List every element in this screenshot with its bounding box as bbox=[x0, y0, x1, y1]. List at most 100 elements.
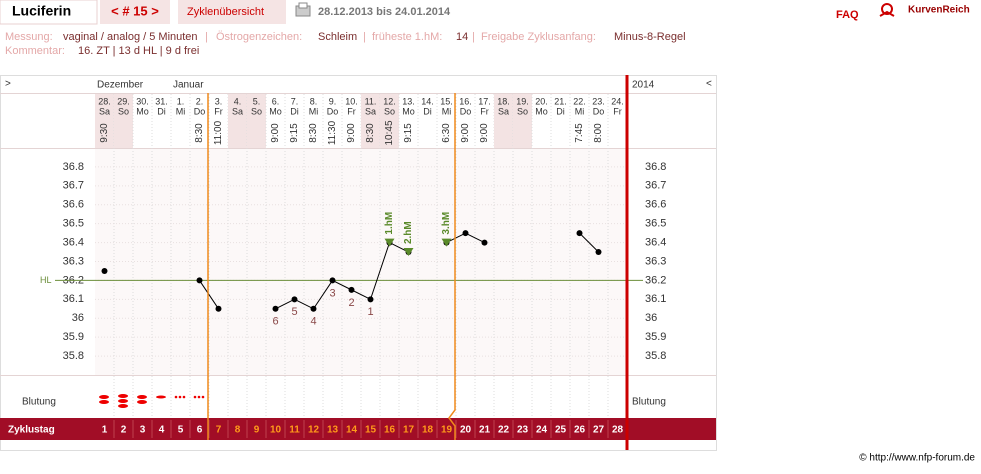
weekend-cell bbox=[513, 94, 532, 148]
weekend-cell bbox=[247, 94, 266, 148]
print-icon[interactable] bbox=[295, 2, 311, 17]
cycle-day: 9 bbox=[254, 425, 260, 436]
cycle-box[interactable] bbox=[100, 0, 170, 24]
cycle-day: 20 bbox=[460, 425, 472, 436]
info-value: Minus-8-Regel bbox=[614, 31, 686, 43]
cycle-day: 2 bbox=[121, 425, 127, 436]
nav-prev: > bbox=[5, 79, 11, 90]
time-label: 9:15 bbox=[289, 123, 300, 143]
cycle-day: 28 bbox=[612, 425, 624, 436]
peak-triangle bbox=[441, 238, 452, 247]
faq-link[interactable]: FAQ bbox=[836, 9, 859, 21]
cycle-day: 6 bbox=[197, 425, 203, 436]
weekday-label: Mo bbox=[402, 106, 415, 116]
cycle-nav[interactable]: < # 15 > bbox=[111, 3, 159, 18]
cycle-day: 19 bbox=[441, 425, 453, 436]
time-label: 9:00 bbox=[270, 123, 281, 143]
countback-label: 1 bbox=[367, 306, 373, 318]
date-label: 19. bbox=[516, 96, 529, 106]
temperature-point bbox=[101, 267, 108, 274]
peak-label: 2.hM bbox=[403, 221, 414, 244]
date-label: 1. bbox=[177, 96, 185, 106]
time-label: 9:00 bbox=[479, 123, 490, 143]
y-tick-label: 36.8 bbox=[645, 161, 666, 173]
temperature-point bbox=[462, 230, 469, 237]
nav-next: < bbox=[706, 79, 712, 90]
time-label: 9:00 bbox=[460, 123, 471, 143]
y-tick-label: 36.2 bbox=[645, 274, 666, 286]
weekday-label: Do bbox=[460, 106, 472, 116]
date-label: 8. bbox=[310, 96, 318, 106]
bleeding-label: Blutung bbox=[22, 397, 56, 408]
weekday-label: Fr bbox=[613, 106, 622, 116]
cycle-day: 13 bbox=[327, 425, 339, 436]
countback-label: 6 bbox=[272, 316, 278, 328]
date-label: 2. bbox=[196, 96, 204, 106]
time-label: 8:30 bbox=[194, 123, 205, 143]
weekday-label: Mo bbox=[535, 106, 548, 116]
cycle-day: 10 bbox=[270, 425, 282, 436]
info-value: 16. ZT | 13 d HL | 9 d frei bbox=[78, 45, 199, 57]
weekday-label: Mi bbox=[309, 106, 319, 116]
weekend-cell bbox=[228, 94, 247, 148]
weekday-label: Di bbox=[290, 106, 299, 116]
weekday-label: Fr bbox=[347, 106, 356, 116]
weekday-label: Di bbox=[423, 106, 432, 116]
date-label: 17. bbox=[478, 96, 491, 106]
title-box bbox=[0, 0, 98, 25]
brand[interactable]: KurvenReich bbox=[908, 5, 970, 16]
cycle-day: 25 bbox=[555, 425, 567, 436]
cycle-day: 23 bbox=[517, 425, 529, 436]
date-label: 9. bbox=[329, 96, 337, 106]
weekday-label: Fr bbox=[480, 106, 489, 116]
brand-icon bbox=[879, 3, 895, 17]
footer: © http://www.nfp-forum.de bbox=[859, 453, 975, 464]
countback-label: 2 bbox=[348, 297, 354, 309]
overview-box[interactable] bbox=[178, 0, 286, 24]
time-label: 11:00 bbox=[213, 120, 224, 145]
date-label: 6. bbox=[272, 96, 280, 106]
overview-link[interactable]: Zyklenübersicht bbox=[187, 6, 264, 18]
weekday-label: Sa bbox=[99, 106, 110, 116]
date-label: 31. bbox=[155, 96, 168, 106]
date-label: 30. bbox=[136, 96, 149, 106]
y-tick-label: 36.4 bbox=[645, 236, 666, 248]
date-label: 24. bbox=[611, 96, 624, 106]
cycle-day: 11 bbox=[289, 425, 300, 436]
y-tick-label: 36.5 bbox=[63, 218, 84, 230]
y-tick-label: 36.7 bbox=[63, 180, 84, 192]
cycle-day: 21 bbox=[479, 425, 491, 436]
temperature-line bbox=[275, 241, 409, 310]
weekday-label: Di bbox=[556, 106, 565, 116]
weekday-label: Sa bbox=[498, 106, 509, 116]
weekday-label: Di bbox=[157, 106, 166, 116]
date-label: 4. bbox=[234, 96, 242, 106]
weekend-cell bbox=[114, 94, 133, 148]
bleeding-symbols bbox=[99, 394, 205, 408]
weekday-label: So bbox=[251, 106, 262, 116]
date-label: 13. bbox=[402, 96, 415, 106]
weekday-label: So bbox=[384, 106, 395, 116]
date-label: 11. bbox=[365, 96, 377, 106]
year-label: 2014 bbox=[632, 80, 655, 91]
info-value: vaginal / analog / 5 Minuten bbox=[63, 31, 198, 43]
user-title: Luciferin bbox=[12, 3, 71, 19]
month-label: Dezember bbox=[97, 80, 144, 91]
cycle-day: 18 bbox=[422, 425, 434, 436]
weekday-label: Mi bbox=[442, 106, 452, 116]
date-label: 12. bbox=[383, 96, 396, 106]
countback-label: 3 bbox=[329, 287, 335, 299]
separator: | bbox=[472, 31, 475, 43]
temperature-point bbox=[367, 296, 374, 303]
time-label: 9:00 bbox=[346, 123, 357, 143]
cycle-day: 24 bbox=[536, 425, 548, 436]
y-tick-label: 36.1 bbox=[645, 293, 666, 305]
temperature-point bbox=[595, 249, 602, 256]
temperature-point bbox=[196, 277, 203, 284]
time-label: 10:45 bbox=[384, 120, 395, 145]
temperature-point bbox=[310, 305, 317, 312]
weekday-label: Sa bbox=[232, 106, 243, 116]
y-tick-label: 36.4 bbox=[63, 236, 84, 248]
date-label: 15. bbox=[440, 96, 453, 106]
